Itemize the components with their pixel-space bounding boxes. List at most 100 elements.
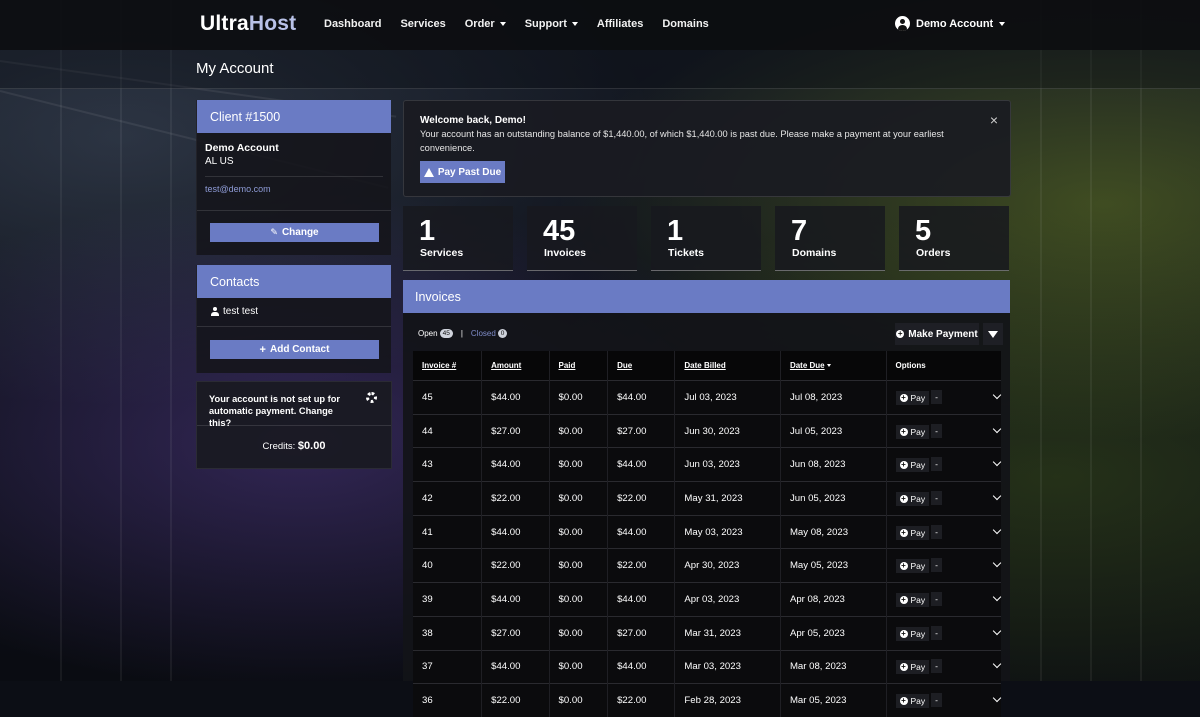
- chevron-down-icon[interactable]: [992, 390, 1002, 400]
- nav-support[interactable]: Support: [525, 18, 578, 30]
- change-button[interactable]: ✎ Change: [210, 223, 379, 242]
- options-dropdown-button[interactable]: -: [931, 591, 942, 606]
- close-icon[interactable]: ×: [989, 112, 998, 128]
- chevron-down-icon[interactable]: [992, 424, 1002, 433]
- autopay-message[interactable]: Your account is not set up for automatic…: [209, 394, 341, 428]
- cell-amount: $22.00: [481, 481, 550, 516]
- cell-date-due: Jun 08, 2023: [780, 447, 887, 482]
- plus-circle-icon: +: [899, 561, 908, 571]
- contact-item[interactable]: test test: [211, 306, 258, 317]
- stat-domains[interactable]: 7 Domains: [775, 206, 885, 271]
- col-options: Options: [886, 351, 1001, 381]
- cell-options: + Pay -: [886, 649, 1002, 684]
- cell-date-billed: Apr 30, 2023: [674, 548, 781, 583]
- pay-past-due-button[interactable]: Pay Past Due: [420, 161, 505, 183]
- plus-circle-icon: +: [899, 392, 908, 402]
- table-row[interactable]: 42 $22.00 $0.00 $22.00 May 31, 2023 Jun …: [413, 481, 1002, 516]
- gear-icon[interactable]: [366, 392, 377, 403]
- table-row[interactable]: 41 $44.00 $0.00 $44.00 May 03, 2023 May …: [413, 514, 1002, 549]
- table-row[interactable]: 37 $44.00 $0.00 $44.00 Mar 03, 2023 Mar …: [413, 649, 1002, 684]
- page-title: My Account: [196, 60, 274, 77]
- stat-label: Orders: [916, 247, 951, 259]
- table-row[interactable]: 44 $27.00 $0.00 $27.00 Jun 30, 2023 Jul …: [413, 413, 1002, 448]
- chevron-down-icon[interactable]: [992, 592, 1002, 602]
- table-row[interactable]: 45 $44.00 $0.00 $44.00 Jul 03, 2023 Jul …: [413, 380, 1002, 415]
- pay-button[interactable]: + Pay: [895, 626, 930, 641]
- cell-options: + Pay -: [886, 683, 1002, 717]
- stat-orders[interactable]: 5 Orders: [899, 206, 1009, 271]
- credits-line: Credits: $0.00: [197, 440, 391, 452]
- pay-button[interactable]: + Pay: [895, 458, 930, 473]
- col-date-billed[interactable]: Date Billed: [674, 351, 781, 381]
- options-dropdown-button[interactable]: -: [931, 524, 942, 539]
- nav-dashboard[interactable]: Dashboard: [324, 18, 381, 30]
- chevron-down-icon[interactable]: [992, 559, 1002, 568]
- change-button-label: Change: [281, 227, 319, 238]
- filter-closed[interactable]: Closed 0: [471, 329, 508, 338]
- options-dropdown-button[interactable]: -: [931, 457, 942, 472]
- options-dropdown-button[interactable]: -: [931, 693, 942, 708]
- chevron-down-icon[interactable]: [992, 660, 1002, 669]
- autopay-card: Your account is not set up for automatic…: [196, 381, 392, 469]
- cell-paid: $0.00: [549, 615, 609, 650]
- stat-tickets[interactable]: 1 Tickets: [651, 206, 761, 271]
- cell-invoice-number: 38: [413, 615, 483, 650]
- col-invoice-number[interactable]: Invoice #: [413, 351, 483, 381]
- cell-amount: $27.00: [481, 615, 550, 650]
- cell-paid: $0.00: [549, 380, 609, 415]
- cell-due: $22.00: [607, 683, 676, 717]
- table-row[interactable]: 38 $27.00 $0.00 $27.00 Mar 31, 2023 Apr …: [413, 615, 1002, 650]
- make-payment-button[interactable]: + Make Payment: [895, 323, 979, 345]
- pay-button[interactable]: + Pay: [895, 559, 930, 574]
- pay-button[interactable]: + Pay: [895, 491, 930, 506]
- filter-button[interactable]: [983, 323, 1003, 345]
- pay-button[interactable]: + Pay: [895, 694, 930, 709]
- options-dropdown-button[interactable]: -: [931, 659, 942, 674]
- table-row[interactable]: 40 $22.00 $0.00 $22.00 Apr 30, 2023 May …: [413, 548, 1002, 583]
- pay-button[interactable]: + Pay: [895, 525, 930, 540]
- cell-paid: $0.00: [549, 582, 609, 617]
- filter-open[interactable]: Open 45: [418, 329, 453, 338]
- filter-separator: |: [460, 329, 463, 338]
- cell-options: + Pay -: [886, 447, 1002, 482]
- pay-button[interactable]: + Pay: [895, 390, 930, 405]
- cell-due: $44.00: [607, 582, 676, 617]
- table-row[interactable]: 36 $22.00 $0.00 $22.00 Feb 28, 2023 Mar …: [413, 683, 1002, 717]
- table-row[interactable]: 39 $44.00 $0.00 $44.00 Apr 03, 2023 Apr …: [413, 582, 1002, 617]
- invoices-table: Invoice # Amount Paid Due Date Billed Da…: [413, 351, 1002, 717]
- add-contact-button[interactable]: + Add Contact: [210, 340, 379, 359]
- pay-button[interactable]: + Pay: [895, 660, 930, 675]
- options-dropdown-button[interactable]: -: [931, 625, 942, 640]
- account-menu[interactable]: Demo Account: [895, 16, 1006, 31]
- col-paid[interactable]: Paid: [549, 351, 609, 381]
- chevron-down-icon[interactable]: [992, 626, 1002, 635]
- warning-icon: [423, 167, 434, 177]
- nav-domains[interactable]: Domains: [662, 18, 708, 30]
- options-dropdown-button[interactable]: -: [931, 490, 942, 505]
- cell-date-due: Mar 05, 2023: [780, 683, 887, 717]
- table-row[interactable]: 43 $44.00 $0.00 $44.00 Jun 03, 2023 Jun …: [413, 447, 1002, 482]
- chevron-down-icon[interactable]: [992, 525, 1002, 534]
- nav-affiliates[interactable]: Affiliates: [597, 18, 643, 30]
- pay-button[interactable]: + Pay: [895, 592, 930, 607]
- nav-links: Dashboard Services Order Support Affilia…: [324, 18, 709, 30]
- brand-logo-part1: Ultra: [200, 12, 249, 35]
- options-dropdown-button[interactable]: -: [931, 558, 942, 573]
- pay-button[interactable]: + Pay: [895, 424, 930, 439]
- options-dropdown-button[interactable]: -: [931, 389, 942, 404]
- brand-logo[interactable]: UltraHost: [200, 12, 296, 36]
- chevron-down-icon[interactable]: [992, 457, 1002, 467]
- chevron-down-icon[interactable]: [992, 491, 1002, 501]
- nav-order[interactable]: Order: [465, 18, 506, 30]
- options-dropdown-button[interactable]: -: [931, 423, 942, 438]
- chevron-down-icon[interactable]: [992, 693, 1002, 703]
- col-date-due[interactable]: Date Due: [780, 351, 887, 381]
- nav-services[interactable]: Services: [400, 18, 445, 30]
- nav-support-label: Support: [524, 18, 567, 30]
- stat-invoices[interactable]: 45 Invoices: [527, 206, 637, 271]
- stat-services[interactable]: 1 Services: [403, 206, 513, 271]
- col-due[interactable]: Due: [607, 351, 676, 381]
- cell-invoice-number: 43: [413, 447, 483, 482]
- top-navbar: UltraHost Dashboard Services Order Suppo…: [0, 0, 1200, 50]
- col-amount[interactable]: Amount: [481, 351, 550, 381]
